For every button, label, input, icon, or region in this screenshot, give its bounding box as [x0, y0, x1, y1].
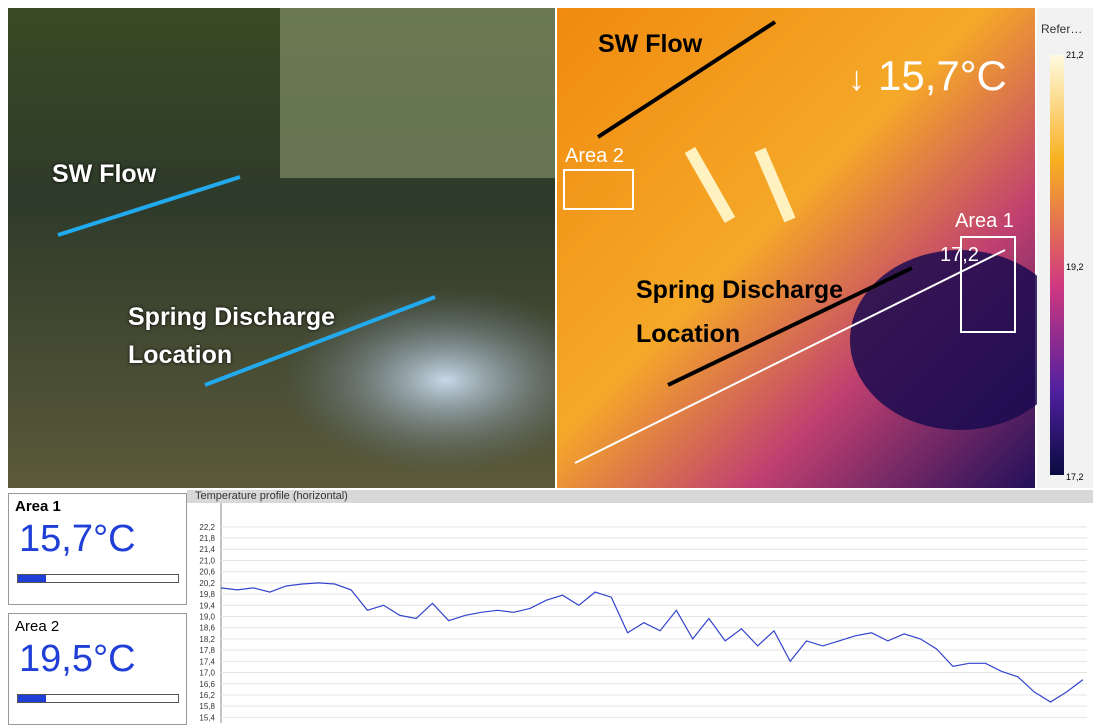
y-tick-label: 18,6 — [199, 624, 215, 633]
y-tick-label: 19,4 — [199, 601, 215, 610]
area-label: Area 2 — [565, 145, 624, 168]
y-tick-label: 22,2 — [199, 523, 215, 532]
area-panel: Area 1 15,7°C — [8, 493, 187, 605]
y-tick-label: 21,4 — [199, 545, 215, 554]
y-tick-label: 17,4 — [199, 657, 215, 666]
legend-tick: 17,2 — [1066, 472, 1084, 482]
y-tick-label: 18,2 — [199, 635, 215, 644]
y-tick-label: 16,2 — [199, 691, 215, 700]
slider — [17, 574, 179, 583]
panel-name: Area 1 — [15, 498, 61, 515]
y-tick-label: 20,2 — [199, 579, 215, 588]
area-panel: Area 2 19,5°C — [8, 613, 187, 725]
arrow-icon: ↓ — [848, 60, 865, 98]
panel-value: 19,5°C — [19, 638, 136, 681]
legend-title: Refer… — [1041, 22, 1082, 36]
panel-value: 15,7°C — [19, 518, 136, 561]
legend-scale — [1050, 55, 1064, 475]
area-value: 17,2 — [940, 244, 979, 267]
area-label: Area 1 — [955, 210, 1014, 233]
y-tick-label: 19,0 — [199, 613, 215, 622]
y-tick-label: 16,6 — [199, 680, 215, 689]
y-tick-label: 21,0 — [199, 556, 215, 565]
y-tick-label: 15,4 — [199, 713, 215, 722]
y-tick-label: 20,6 — [199, 568, 215, 577]
y-tick-label: 17,0 — [199, 669, 215, 678]
chart-title: Temperature profile (horizontal) — [195, 490, 348, 502]
y-tick-label: 17,8 — [199, 646, 215, 655]
annotation: Spring Discharge Location — [128, 298, 368, 374]
annotation: Spring Discharge Location — [636, 268, 876, 356]
annotation: SW Flow — [598, 30, 702, 59]
panel-name: Area 2 — [15, 618, 59, 635]
slider — [17, 694, 179, 703]
y-tick-label: 15,8 — [199, 702, 215, 711]
chart: 22,2 21,8 21,4 21,0 20,6 20,2 19,8 19,4 19,0 18,6… — [187, 503, 1093, 723]
foliage — [280, 8, 555, 178]
y-tick-label: 21,8 — [199, 534, 215, 543]
legend-panel — [1037, 8, 1093, 488]
y-tick-label: 19,8 — [199, 590, 215, 599]
reading: 15,7°C — [878, 52, 1007, 100]
legend-tick: 19,2 — [1066, 262, 1084, 272]
annotation: SW Flow — [52, 160, 156, 189]
page: ↓ SW Flow Spring Discharge Location SW F… — [0, 0, 1093, 723]
legend-tick: 21,2 — [1066, 50, 1084, 60]
